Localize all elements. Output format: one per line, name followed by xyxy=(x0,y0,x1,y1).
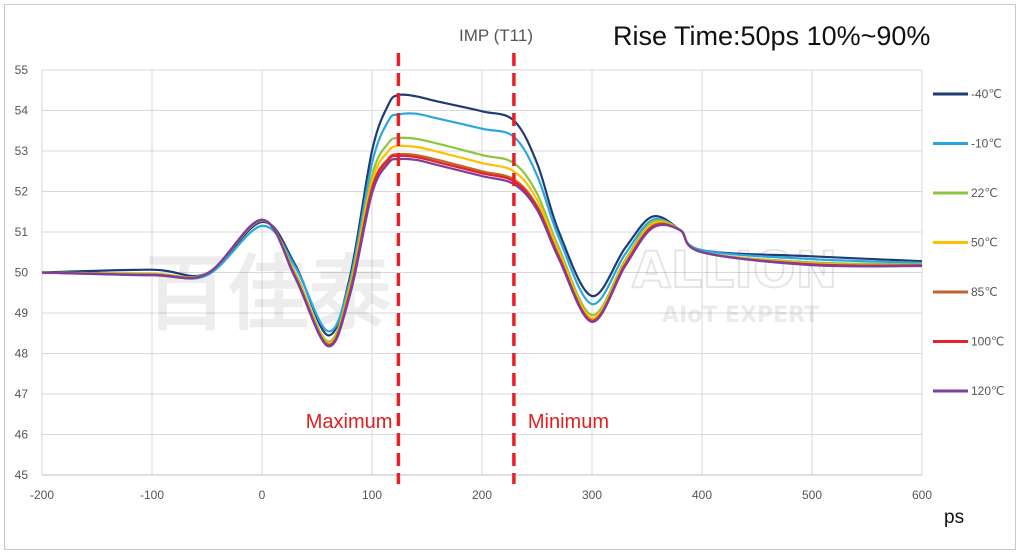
chart-subtitle: IMP (T11) xyxy=(459,26,533,45)
x-tick-label: -100 xyxy=(140,488,164,502)
x-tick-label: 300 xyxy=(582,488,602,502)
y-tick-label: 54 xyxy=(15,104,29,118)
legend-label[interactable]: 22℃ xyxy=(971,186,998,200)
y-tick-label: 46 xyxy=(15,428,29,442)
legend[interactable]: -40℃ -10℃ 22℃ 50℃ 85℃ 100℃ 120℃ xyxy=(933,87,1005,398)
x-tick-label: 200 xyxy=(472,488,492,502)
y-tick-label: 50 xyxy=(15,266,29,280)
legend-label[interactable]: 120℃ xyxy=(971,384,1005,398)
annotation-group: Maximum Minimum xyxy=(306,53,609,484)
x-axis-unit: ps xyxy=(944,507,964,528)
x-tick-label: 600 xyxy=(912,488,932,502)
watermark-sub: AIoT EXPERT xyxy=(662,303,819,328)
x-tick-label: 400 xyxy=(692,488,712,502)
y-tick-label: 51 xyxy=(15,225,29,239)
series-group xyxy=(41,93,923,348)
legend-label[interactable]: 85℃ xyxy=(971,285,998,299)
y-tick-label: 45 xyxy=(15,468,29,482)
legend-label[interactable]: 50℃ xyxy=(971,236,998,250)
x-tick-label: 500 xyxy=(802,488,822,502)
watermark: 百佳泰 ALLION AIoT EXPERT xyxy=(145,240,838,342)
legend-label[interactable]: 100℃ xyxy=(971,335,1005,349)
x-tick-label: 0 xyxy=(259,488,266,502)
tick-labels: 45 46 47 48 49 50 51 52 53 54 55 -200 -100 0 100 200 300… xyxy=(15,63,933,502)
y-tick-label: 53 xyxy=(15,144,29,158)
legend-label[interactable]: -40℃ xyxy=(971,87,1002,101)
y-tick-label: 52 xyxy=(15,185,29,199)
y-tick-label: 48 xyxy=(15,347,29,361)
chart-title: Rise Time:50ps 10%~90% xyxy=(613,21,930,51)
legend-label[interactable]: -10℃ xyxy=(971,137,1002,151)
x-tick-label: 100 xyxy=(362,488,382,502)
y-tick-label: 47 xyxy=(15,387,29,401)
watermark-brand: ALLION xyxy=(632,241,837,299)
series-line xyxy=(41,157,923,348)
marker-label: Minimum xyxy=(528,411,609,433)
y-tick-label: 55 xyxy=(15,63,29,77)
y-tick-label: 49 xyxy=(15,306,29,320)
x-tick-label: -200 xyxy=(30,488,54,502)
marker-label: Maximum xyxy=(306,411,393,433)
